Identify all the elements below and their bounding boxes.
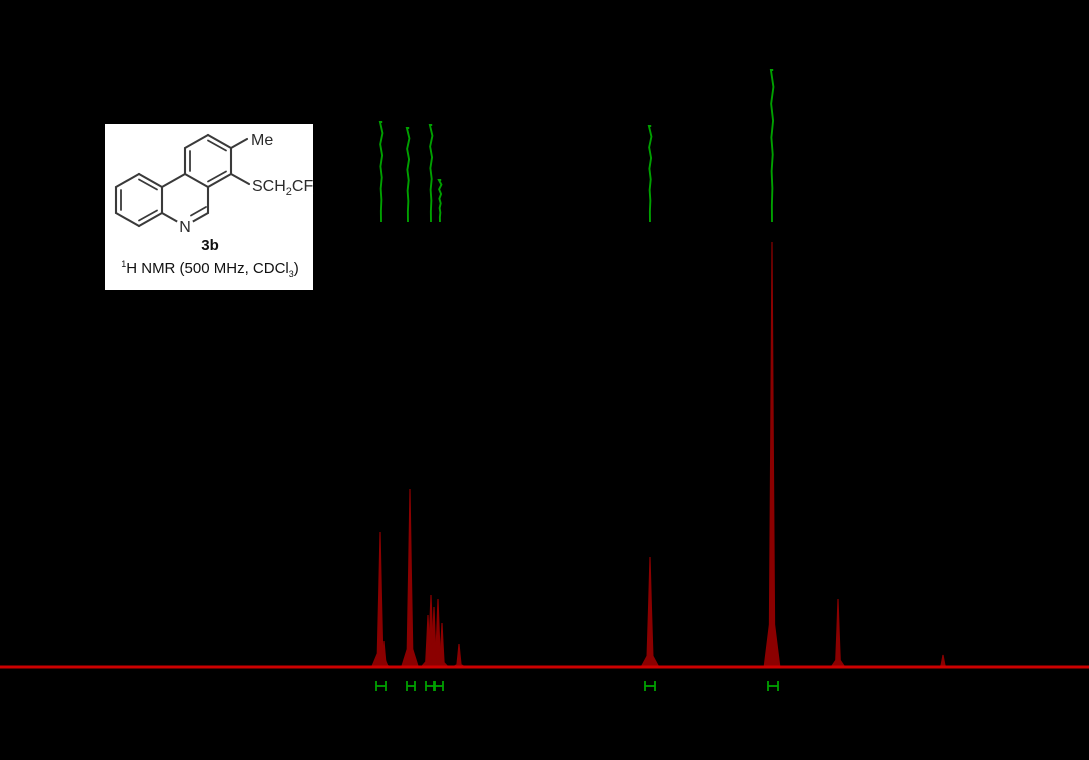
integral-i4	[437, 179, 443, 223]
integration-marker-m6	[767, 681, 779, 691]
peak-p10	[763, 241, 781, 668]
integration-marker-m5	[644, 681, 656, 691]
peak-p1	[371, 531, 389, 668]
integral-i1	[378, 121, 384, 223]
heteroatom-n-label: N	[179, 219, 191, 236]
nmr-conditions-label: 1H NMR (500 MHz, CDCl3)	[106, 259, 314, 279]
integral-i3	[428, 124, 434, 223]
sch2cf3-ch: CH	[263, 178, 286, 195]
integration-markers-layer	[375, 681, 779, 691]
conditions-main-text: H NMR (500 MHz, CDCl	[126, 260, 289, 277]
cdcl3-subscript: 3	[288, 269, 294, 279]
integral-i2	[405, 127, 411, 223]
peak-p2	[401, 488, 419, 668]
peak-p7	[435, 622, 449, 668]
sch2cf3-cf: CF	[292, 178, 314, 195]
integration-marker-m4	[434, 681, 444, 691]
integration-marker-m2	[406, 681, 416, 691]
conditions-suffix: )	[293, 260, 299, 277]
sch2cf3-sub2: 2	[286, 186, 292, 198]
methyl-substituent-label: Me	[251, 132, 273, 149]
proton-superscript: 1	[121, 259, 127, 269]
sch2cf3-s: S	[252, 178, 263, 195]
peak-p11	[830, 598, 846, 668]
sch2cf3-sub3: 3	[313, 186, 314, 198]
integral-i6	[769, 69, 775, 223]
peak-p1b	[377, 640, 391, 668]
peak-p8	[452, 643, 466, 668]
peak-trace-layer	[371, 241, 950, 668]
peak-p12	[936, 654, 950, 668]
peak-p9	[640, 556, 660, 668]
integral-i5	[647, 125, 653, 223]
integration-marker-m1	[375, 681, 387, 691]
integral-curves-layer	[378, 69, 775, 223]
integration-marker-m3	[425, 681, 435, 691]
compound-label: 3b	[201, 237, 219, 254]
